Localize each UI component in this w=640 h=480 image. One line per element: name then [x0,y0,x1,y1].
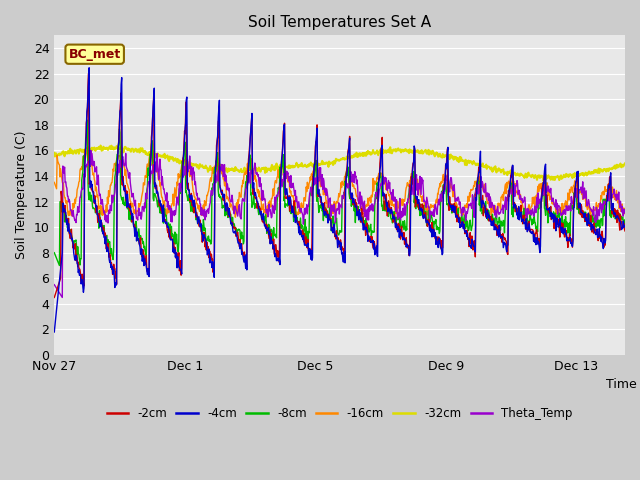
Legend: -2cm, -4cm, -8cm, -16cm, -32cm, Theta_Temp: -2cm, -4cm, -8cm, -16cm, -32cm, Theta_Te… [102,402,577,425]
Y-axis label: Soil Temperature (C): Soil Temperature (C) [15,131,28,259]
Text: BC_met: BC_met [68,48,121,60]
X-axis label: Time: Time [605,378,636,391]
Title: Soil Temperatures Set A: Soil Temperatures Set A [248,15,431,30]
